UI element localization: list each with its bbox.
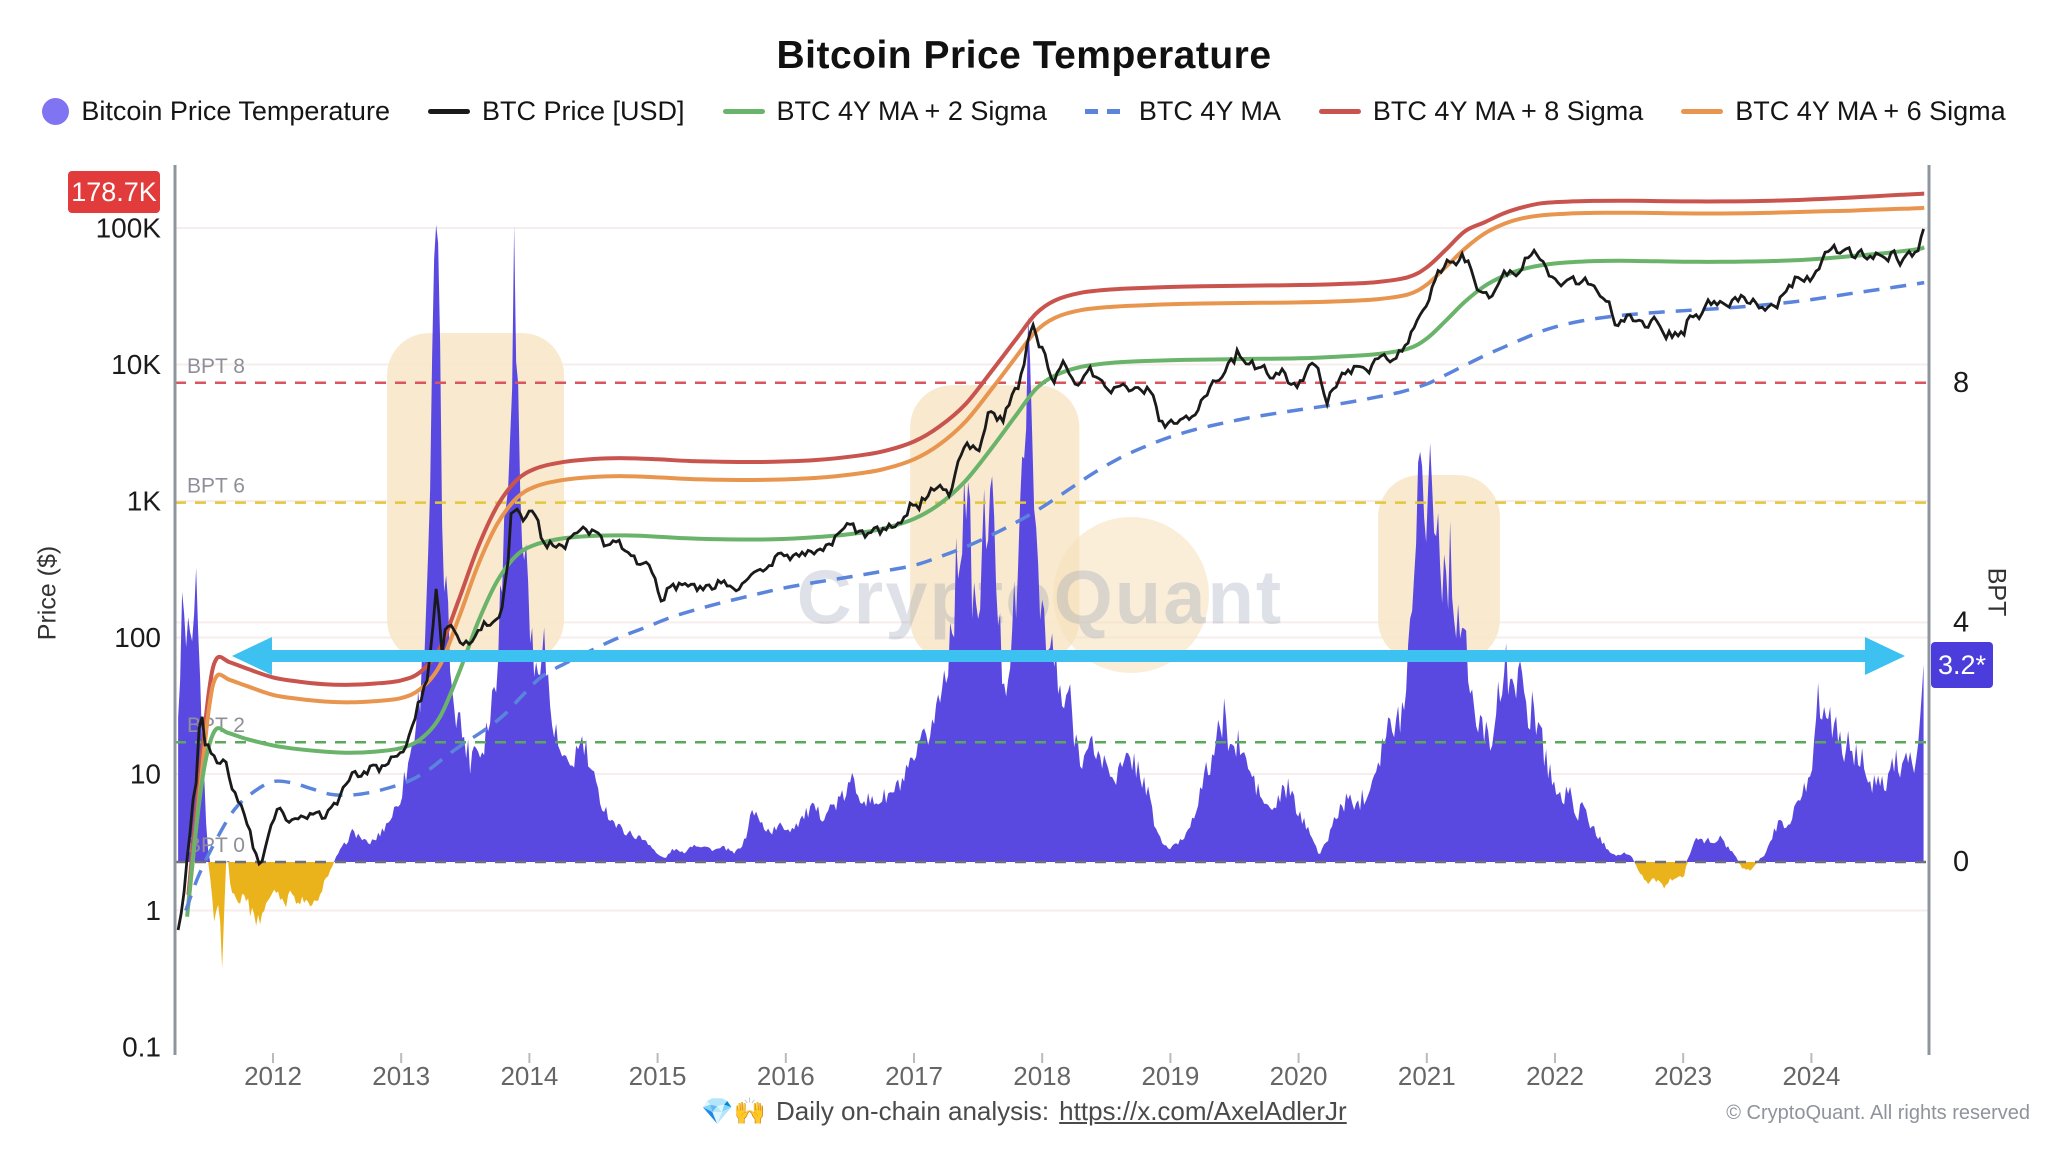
price-tick: 10K [111, 349, 161, 380]
tick-labels: 100K 10K 1K 100 10 1 0.1 8 4 0 2012 2013 2014 2015 201… [96, 213, 1970, 1092]
legend-item-2[interactable]: BTC 4Y MA + 2 Sigma [722, 96, 1047, 127]
legend-label: BTC 4Y MA [1138, 96, 1281, 126]
footer-text: Daily on-chain analysis: [776, 1096, 1050, 1126]
legend-label: BTC 4Y MA + 2 Sigma [776, 96, 1047, 126]
price-tick: 1K [127, 486, 162, 517]
legend-item-3[interactable]: BTC 4Y MA [1084, 96, 1281, 127]
series-line-swatch [1084, 109, 1127, 114]
year-tick: 2018 [1013, 1061, 1071, 1091]
series-line-swatch [722, 109, 765, 114]
year-tick: 2020 [1270, 1061, 1328, 1091]
legend-label: Bitcoin Price Temperature [81, 96, 390, 126]
year-tick: 2017 [885, 1061, 943, 1091]
price-lines [176, 191, 1926, 931]
temperature-negative-area [178, 862, 1924, 969]
price-tick: 10 [130, 759, 161, 790]
bpt-line-label: BPT 6 [187, 475, 245, 498]
legend-item-5[interactable]: BTC 4Y MA + 6 Sigma [1681, 96, 2006, 127]
legend-label: BTC 4Y MA + 8 Sigma [1372, 96, 1644, 126]
series-line-swatch [1681, 109, 1724, 114]
watermark-logo-circle [1053, 517, 1209, 673]
year-tick: 2019 [1141, 1061, 1199, 1091]
series-line-swatch [1318, 109, 1361, 114]
bpt-axis-label: BPT [1982, 567, 2011, 617]
ma-plus-6-sigma-line [186, 205, 1925, 906]
legend-label: BTC Price [USD] [481, 96, 685, 126]
current-bpt-badge: 3.2* [1931, 642, 1993, 688]
copyright-notice: © CryptoQuant. All rights reserved [1726, 1102, 2030, 1124]
year-tick: 2013 [372, 1061, 430, 1091]
year-tick: 2022 [1526, 1061, 1584, 1091]
chart-title: Bitcoin Price Temperature [776, 34, 1272, 77]
footer: 💎🙌 Daily on-chain analysis: https://x.co… [0, 1096, 2048, 1127]
price-tick: 1 [145, 895, 161, 926]
temperature-positive-area [178, 224, 1924, 863]
ma-4y-line [184, 280, 1925, 912]
year-tick: 2024 [1782, 1061, 1840, 1091]
axes [173, 165, 1931, 1055]
legend-label: BTC 4Y MA + 6 Sigma [1735, 96, 2006, 126]
analysis-link[interactable]: https://x.com/AxelAdlerJr [1059, 1096, 1347, 1126]
price-axis-label: Price ($) [33, 545, 62, 641]
legend-item-1[interactable]: BTC Price [USD] [427, 96, 685, 127]
series-dot-swatch [42, 98, 70, 125]
legend-item-4[interactable]: BTC 4Y MA + 8 Sigma [1318, 96, 1644, 127]
legend: Bitcoin Price Temperature BTC Price [USD]… [0, 96, 2048, 127]
btc-price-line [176, 228, 1925, 931]
series-line-swatch [427, 109, 470, 114]
price-tick: 0.1 [122, 1032, 161, 1063]
year-tick: 2023 [1654, 1061, 1712, 1091]
year-tick: 2015 [629, 1061, 687, 1091]
year-tick: 2014 [500, 1061, 558, 1091]
bpt-tick: 4 [1953, 606, 1969, 638]
temperature-area [178, 224, 1924, 969]
ma-plus-8-sigma-line [186, 191, 1925, 896]
bpt-line-label: BPT 8 [187, 355, 245, 378]
legend-item-0[interactable]: Bitcoin Price Temperature [42, 96, 390, 127]
year-tick: 2021 [1398, 1061, 1456, 1091]
year-tick: 2012 [244, 1061, 302, 1091]
bpt-line-label: BPT 0 [187, 834, 245, 857]
price-tick: 100K [96, 213, 162, 244]
bpt-tick: 8 [1953, 367, 1969, 399]
bpt-level-arrow [231, 636, 1905, 675]
gem-hands-emoji: 💎🙌 [701, 1096, 767, 1126]
year-tick: 2016 [757, 1061, 815, 1091]
current-price-badge: 178.7K [68, 171, 160, 213]
price-tick: 100 [114, 622, 161, 653]
bpt-tick: 0 [1953, 846, 1969, 878]
